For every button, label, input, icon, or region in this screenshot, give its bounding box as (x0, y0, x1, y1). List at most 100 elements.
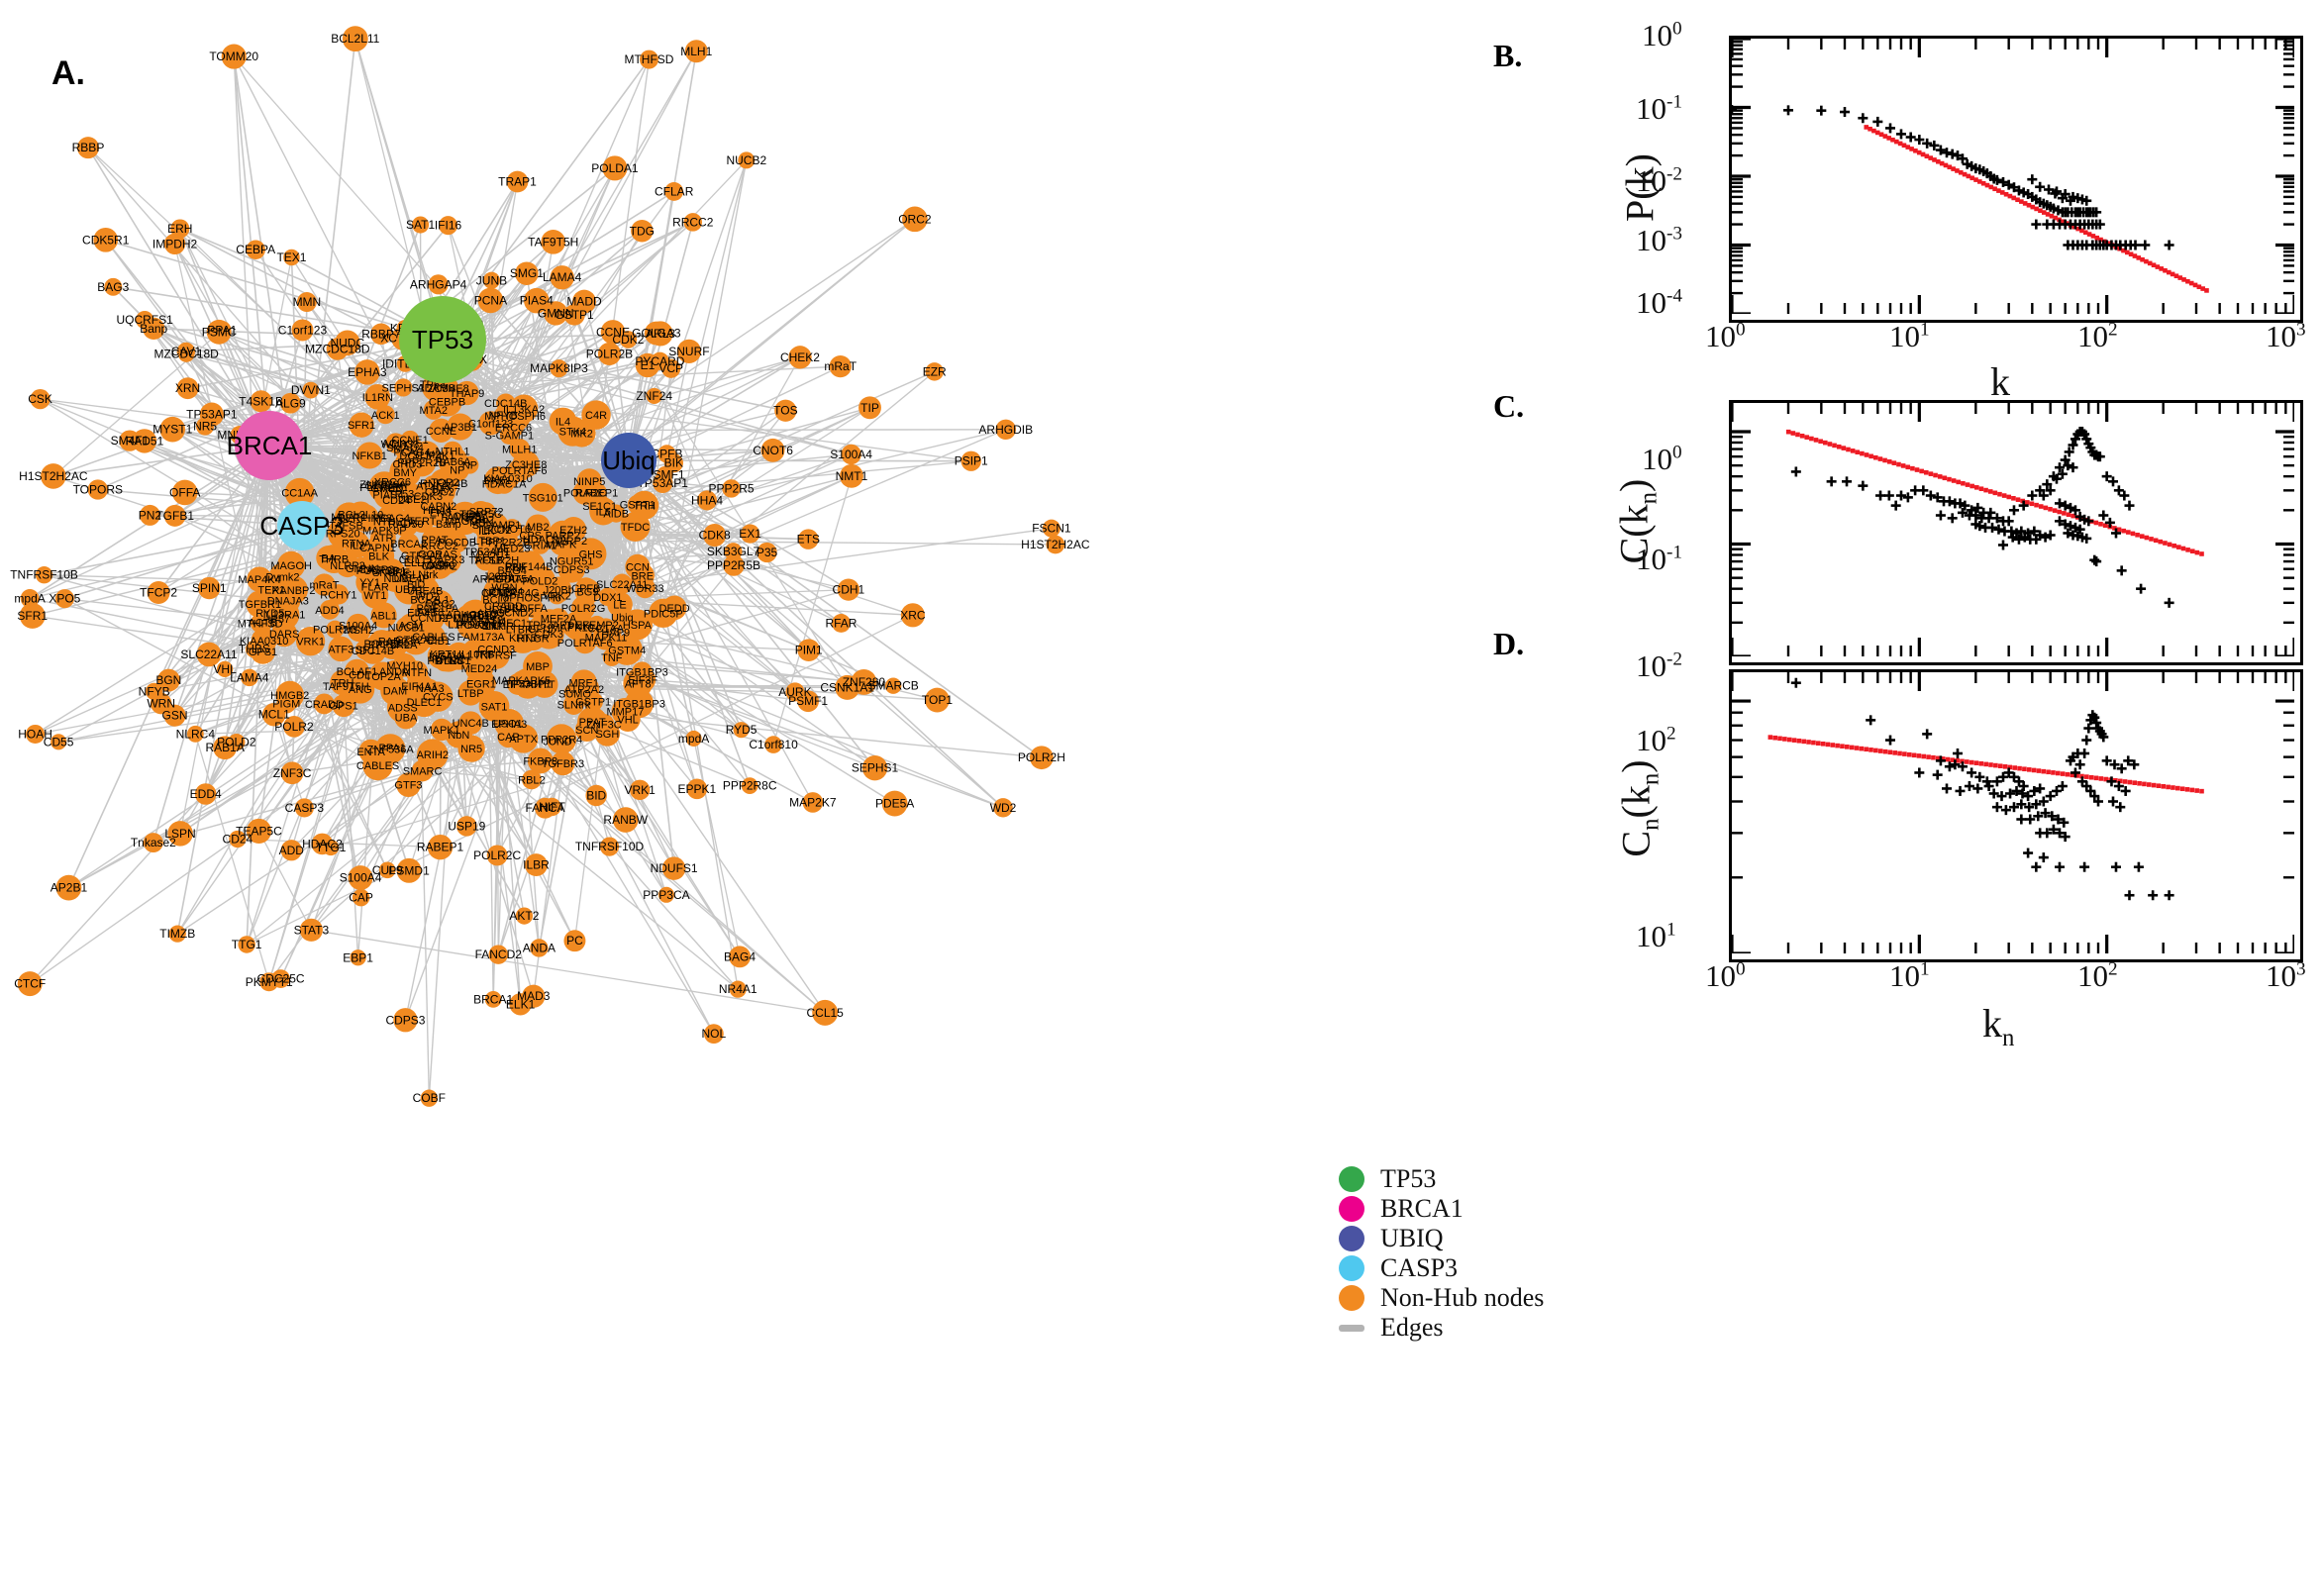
network-node[interactable] (328, 584, 350, 605)
network-node[interactable] (993, 798, 1013, 818)
network-node[interactable] (238, 936, 255, 953)
network-node[interactable] (840, 463, 863, 488)
network-node[interactable] (703, 524, 727, 548)
network-node[interactable] (457, 735, 485, 762)
network-node[interactable] (378, 861, 396, 879)
network-node[interactable] (196, 642, 222, 667)
network-node[interactable] (724, 543, 743, 561)
network-node[interactable] (507, 458, 532, 482)
hub-node-ubiq[interactable] (601, 433, 656, 488)
network-node[interactable] (757, 542, 777, 563)
network-node[interactable] (562, 694, 584, 715)
network-node[interactable] (76, 137, 100, 159)
network-node[interactable] (396, 772, 421, 797)
network-node[interactable] (788, 346, 812, 369)
network-node[interactable] (259, 972, 279, 992)
network-node[interactable] (515, 261, 539, 286)
network-node[interactable] (832, 613, 851, 633)
network-node[interactable] (482, 271, 501, 289)
network-node[interactable] (385, 433, 406, 453)
network-node[interactable] (229, 830, 247, 848)
network-node[interactable] (530, 939, 549, 957)
network-node[interactable] (574, 718, 599, 743)
network-node[interactable] (829, 354, 852, 378)
network-node[interactable] (276, 693, 297, 714)
network-node[interactable] (603, 623, 622, 642)
network-node[interactable] (447, 413, 474, 441)
network-node[interactable] (684, 40, 708, 63)
network-node[interactable] (354, 639, 376, 660)
network-node[interactable] (283, 249, 300, 266)
network-node[interactable] (507, 673, 529, 695)
network-node[interactable] (159, 416, 186, 443)
network-node[interactable] (386, 629, 412, 653)
network-node[interactable] (295, 627, 326, 656)
network-node[interactable] (186, 725, 204, 743)
network-node[interactable] (797, 639, 821, 662)
network-node[interactable] (163, 233, 186, 255)
network-node[interactable] (729, 946, 752, 968)
network-node[interactable] (563, 304, 585, 326)
network-node[interactable] (661, 856, 686, 880)
network-node[interactable] (296, 292, 317, 312)
network-node[interactable] (478, 600, 503, 625)
network-node[interactable] (685, 730, 702, 747)
network-node[interactable] (280, 761, 304, 785)
network-node[interactable] (413, 441, 441, 468)
network-node[interactable] (546, 576, 572, 603)
network-node[interactable] (250, 390, 272, 413)
network-node[interactable] (335, 675, 356, 697)
network-node[interactable] (629, 779, 651, 801)
network-node[interactable] (104, 277, 123, 296)
network-node[interactable] (119, 430, 141, 451)
network-node[interactable] (87, 479, 108, 500)
network-node[interactable] (900, 603, 925, 628)
network-node[interactable] (697, 490, 718, 511)
network-node[interactable] (168, 925, 186, 943)
network-node[interactable] (246, 818, 272, 844)
network-node[interactable] (524, 287, 550, 314)
network-node[interactable] (639, 50, 658, 69)
network-node[interactable] (785, 682, 805, 702)
network-node[interactable] (431, 555, 451, 575)
network-node[interactable] (509, 993, 532, 1016)
network-node[interactable] (550, 533, 572, 555)
network-node[interactable] (198, 576, 221, 600)
network-node[interactable] (206, 319, 232, 345)
network-node[interactable] (504, 597, 526, 619)
network-node[interactable] (644, 321, 668, 346)
network-node[interactable] (661, 358, 681, 378)
network-node[interactable] (421, 494, 454, 527)
network-node[interactable] (410, 576, 440, 606)
network-node[interactable] (528, 482, 557, 512)
network-node[interactable] (600, 320, 626, 345)
network-node[interactable] (764, 736, 782, 753)
network-node[interactable] (429, 418, 454, 443)
network-node[interactable] (147, 581, 170, 604)
network-node[interactable] (798, 529, 819, 549)
network-node[interactable] (484, 990, 502, 1008)
network-node[interactable] (26, 724, 46, 745)
network-node[interactable] (541, 230, 566, 254)
network-node[interactable] (551, 750, 575, 776)
network-node[interactable] (55, 874, 82, 901)
network-node[interactable] (729, 980, 747, 998)
network-node[interactable] (623, 668, 653, 699)
network-node[interactable] (320, 599, 340, 620)
network-node[interactable] (316, 546, 342, 570)
network-node[interactable] (522, 769, 542, 790)
network-node[interactable] (619, 331, 638, 349)
network-node[interactable] (393, 1008, 418, 1033)
network-node[interactable] (858, 396, 881, 420)
network-node[interactable] (550, 265, 574, 290)
network-node[interactable] (328, 636, 354, 662)
network-node[interactable] (439, 216, 458, 236)
network-node[interactable] (460, 455, 479, 474)
network-node[interactable] (837, 578, 860, 601)
network-node[interactable] (284, 477, 315, 508)
network-node[interactable] (572, 480, 598, 505)
network-node[interactable] (612, 807, 639, 833)
network-node[interactable] (294, 798, 314, 818)
network-node[interactable] (428, 274, 449, 295)
network-node[interactable] (571, 596, 596, 620)
